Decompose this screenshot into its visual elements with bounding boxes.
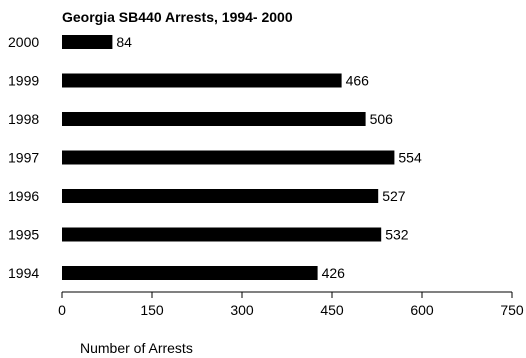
x-tick-label: 300 (230, 302, 254, 318)
category-label: 1994 (8, 265, 39, 281)
value-label: 84 (116, 34, 132, 50)
chart-title: Georgia SB440 Arrests, 1994- 2000 (62, 9, 293, 25)
x-axis-title: Number of Arrests (80, 340, 193, 356)
value-label: 532 (385, 227, 409, 243)
bar (62, 266, 318, 280)
bar (62, 227, 382, 242)
x-tick-label: 600 (410, 302, 434, 318)
category-label: 1996 (8, 188, 39, 204)
category-label: 1998 (8, 111, 39, 127)
x-tick-label: 450 (320, 302, 344, 318)
value-label: 554 (398, 150, 422, 166)
bar (62, 150, 395, 165)
category-label: 1997 (8, 150, 39, 166)
x-tick-label: 0 (58, 302, 66, 318)
bar (62, 73, 342, 88)
bars-group: 2000 84 1999 466 1998 506 1997 554 1996 527 1995 53… (8, 34, 422, 281)
category-label: 1995 (8, 227, 39, 243)
value-label: 426 (322, 265, 346, 281)
bar (62, 189, 379, 203)
category-label: 1999 (8, 73, 39, 89)
x-axis-ticks: 0 150 300 450 600 750 (58, 292, 524, 318)
category-label: 2000 (8, 34, 39, 50)
bar (62, 35, 113, 49)
value-label: 527 (382, 188, 406, 204)
value-label: 466 (346, 73, 370, 89)
x-tick-label: 150 (140, 302, 164, 318)
value-label: 506 (370, 111, 394, 127)
x-tick-label: 750 (500, 302, 524, 318)
bar (62, 112, 366, 126)
